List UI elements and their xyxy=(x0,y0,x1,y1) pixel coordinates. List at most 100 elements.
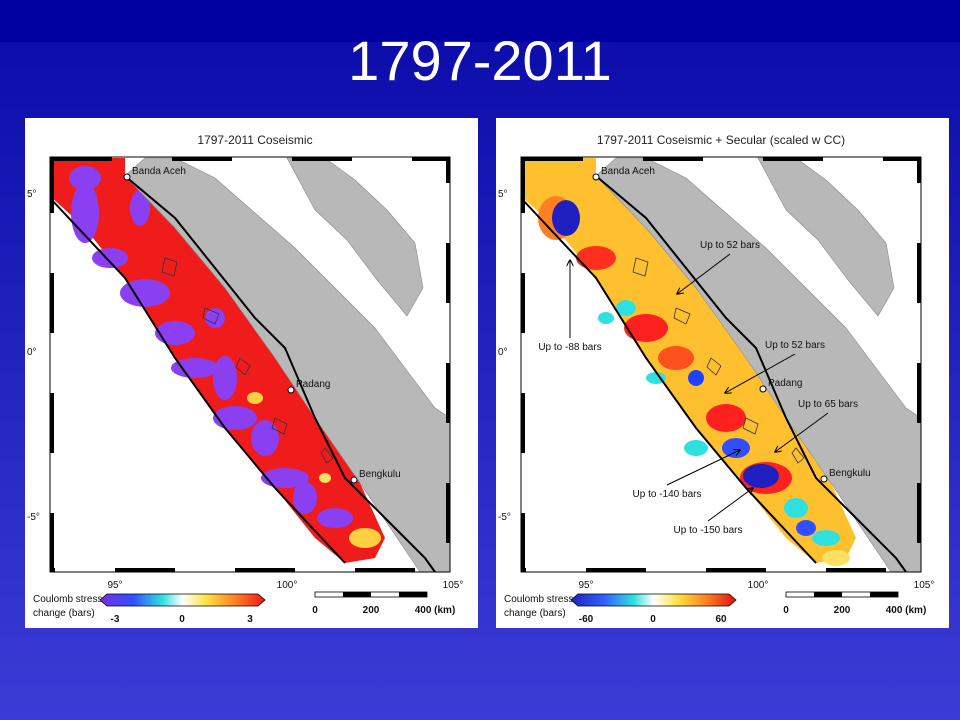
stress-patch xyxy=(261,468,309,488)
latitude-label: 5° xyxy=(27,189,37,200)
map xyxy=(49,156,451,573)
colorbar-tick-label: 0 xyxy=(179,614,185,625)
longitude-label: 100° xyxy=(277,580,298,591)
island xyxy=(161,257,178,277)
longitude-label: 105° xyxy=(443,580,464,591)
stress-patch xyxy=(743,464,779,488)
stress-patch xyxy=(706,404,746,432)
island xyxy=(202,307,220,325)
colorbar-tick-label: 60 xyxy=(715,614,727,625)
city-label: Banda Aceh xyxy=(132,166,186,177)
colorbar-label: Coulomb stress xyxy=(504,594,573,605)
stress-patch xyxy=(319,473,331,483)
panel-title: 1797-2011 Coseismic + Secular (scaled w … xyxy=(597,133,845,147)
stress-patch xyxy=(349,528,381,548)
figure-panel: 1797-2011 Coseismic + Secular (scaled w … xyxy=(496,118,949,628)
city-label: Bengkulu xyxy=(829,468,871,479)
city-label: Bengkulu xyxy=(359,469,401,480)
annotation: Up to 52 bars xyxy=(765,340,825,351)
city-marker xyxy=(592,173,600,181)
land xyxy=(124,157,451,573)
stress-patch xyxy=(213,406,257,430)
colorbar xyxy=(99,593,266,607)
stress-patch xyxy=(822,550,850,566)
trench xyxy=(49,197,346,564)
longitude-label: 95° xyxy=(107,580,122,591)
scale-bar-segment xyxy=(814,592,842,597)
trench xyxy=(520,197,817,564)
stress-patch xyxy=(130,190,150,226)
stress-patch xyxy=(624,314,668,342)
city-marker xyxy=(820,475,828,483)
latitude-label: 5° xyxy=(498,189,508,200)
scale-label: 200 xyxy=(363,605,380,616)
longitude-label: 95° xyxy=(578,580,593,591)
map-frame-ticks xyxy=(50,157,450,572)
fault xyxy=(595,175,907,573)
city-marker xyxy=(123,173,131,181)
stress-patch xyxy=(796,520,816,536)
island xyxy=(742,417,759,435)
stress-patch xyxy=(92,248,128,268)
stress-patch xyxy=(722,438,750,458)
city-marker xyxy=(759,385,767,393)
land xyxy=(757,157,895,317)
stress-patch xyxy=(247,392,263,404)
stress-patch xyxy=(251,420,279,456)
stress-patch xyxy=(552,200,580,236)
land xyxy=(595,157,922,573)
city-label: Banda Aceh xyxy=(601,166,655,177)
annotation-arrow xyxy=(775,412,829,452)
island xyxy=(706,357,722,376)
annotation: Up to -140 bars xyxy=(633,489,702,500)
annotation: Up to -88 bars xyxy=(538,342,601,353)
stress-patch xyxy=(213,356,237,400)
island xyxy=(271,417,288,435)
annotation: Up to 65 bars xyxy=(798,399,858,410)
stress-patch xyxy=(205,308,225,328)
scale-bar-segment xyxy=(870,592,898,597)
scale-bar-segment xyxy=(343,592,371,597)
annotation-arrow xyxy=(725,353,796,393)
land xyxy=(286,157,424,317)
map-frame-ticks xyxy=(521,157,921,572)
stress-patch xyxy=(120,279,170,307)
colorbar-label: change (bars) xyxy=(504,608,566,619)
city-marker xyxy=(350,476,358,484)
colorbar-tick-label: 3 xyxy=(247,614,253,625)
stress-patch xyxy=(317,508,353,528)
island xyxy=(235,357,251,376)
stress-patch xyxy=(688,370,704,386)
city-label: Padang xyxy=(296,379,330,390)
scale-bar-segment xyxy=(399,592,427,597)
stress-patch xyxy=(155,321,195,345)
annotation-arrow xyxy=(677,253,731,294)
slide-title: 1797-2011 xyxy=(348,29,612,92)
map xyxy=(520,156,922,573)
longitude-label: 100° xyxy=(748,580,769,591)
annotation-arrow xyxy=(666,450,740,486)
stress-patch xyxy=(784,498,808,518)
latitude-label: 0° xyxy=(498,347,508,358)
colorbar-label: Coulomb stress xyxy=(33,594,102,605)
annotation: Up to -150 bars xyxy=(674,525,743,536)
island xyxy=(632,257,649,277)
stress-patch xyxy=(616,300,636,316)
stress-patch xyxy=(684,440,708,456)
annotation: Up to 52 bars xyxy=(700,240,760,251)
colorbar-label: change (bars) xyxy=(33,608,95,619)
fault xyxy=(124,175,436,573)
stress-patch xyxy=(576,246,616,270)
scale-label: 0 xyxy=(312,605,318,616)
scale-label: 0 xyxy=(783,605,789,616)
colorbar-tick-label: -3 xyxy=(111,614,120,625)
stress-patch xyxy=(293,482,317,514)
stress-patch xyxy=(812,530,840,546)
scale-label: 400 (km) xyxy=(415,605,456,616)
top-band xyxy=(0,0,960,42)
island xyxy=(673,307,691,325)
figure-panel: 1797-2011 Coseismic Banda Aceh Padang Bengk… xyxy=(25,118,478,628)
latitude-label: 0° xyxy=(27,347,37,358)
